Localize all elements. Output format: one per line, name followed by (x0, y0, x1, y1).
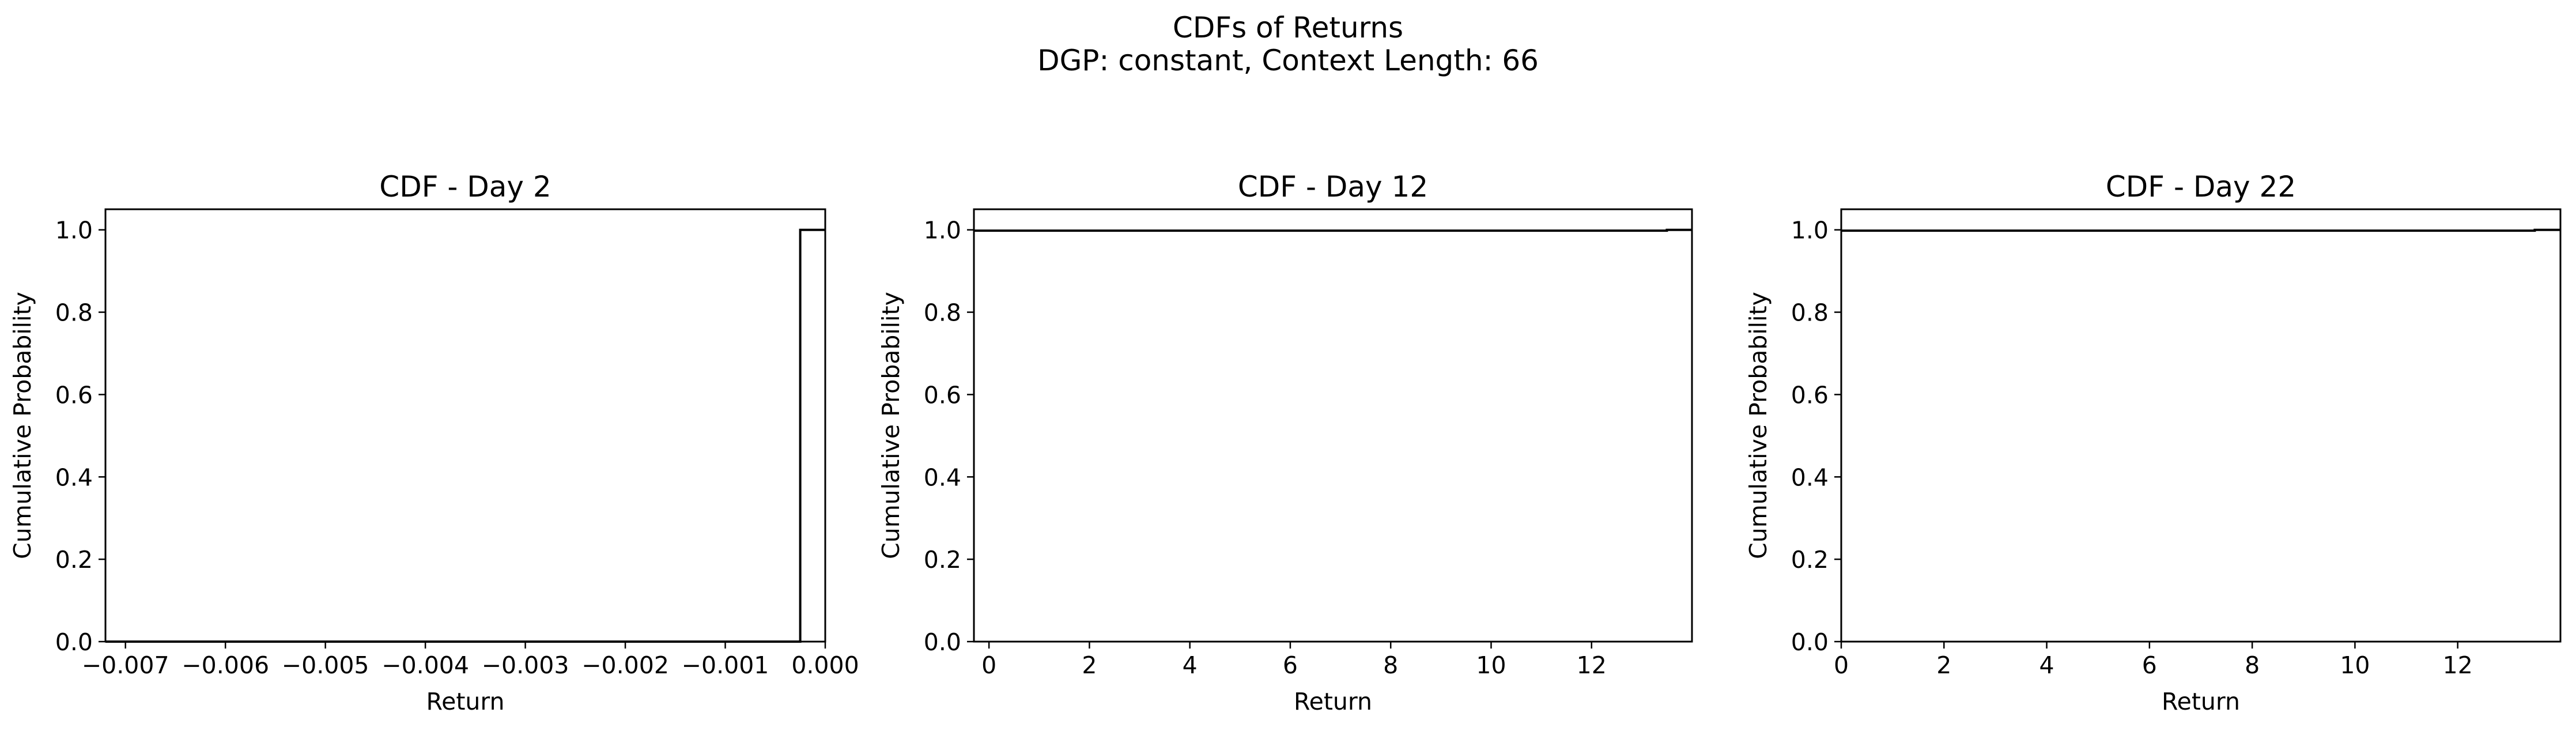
x-tick-label: −0.005 (282, 651, 369, 679)
x-tick-label: 0 (981, 651, 996, 679)
y-tick-label: 1.0 (1791, 217, 1829, 244)
subplot-title: CDF - Day 2 (379, 170, 551, 203)
x-tick-label: 0 (1834, 651, 1849, 679)
x-tick-label: 8 (1383, 651, 1398, 679)
y-tick-label: 0.8 (55, 299, 93, 327)
x-tick-label: 4 (2039, 651, 2054, 679)
axes-frame (973, 208, 1693, 643)
subplot-2: CDF - Day 12 0 2 4 6 8 10 12 0.0 0.2 0.4 0.6 0.8 1.0 R… (877, 170, 1693, 715)
y-tick-label: 0.8 (924, 299, 961, 327)
x-axis-label: Return (2162, 688, 2240, 715)
x-tick-label: −0.001 (682, 651, 769, 679)
y-tick-label: 0.0 (55, 628, 93, 656)
subplot-title: CDF - Day 22 (2106, 170, 2296, 203)
x-tick-label: −0.003 (482, 651, 569, 679)
x-tick-label: 10 (1476, 651, 1506, 679)
cdf-line (1841, 228, 2560, 232)
y-tick-label: 0.4 (1791, 463, 1829, 491)
y-tick-label: 0.2 (55, 546, 93, 574)
subplot-title: CDF - Day 12 (1238, 170, 1428, 203)
y-tick-label: 1.0 (55, 217, 93, 244)
subplot-3: CDF - Day 22 0 2 4 6 8 10 12 0.0 0.2 0.4 0.6 0.8 1.0 R… (1744, 170, 2562, 715)
y-tick-label: 0.2 (1791, 546, 1829, 574)
figure-title: CDFs of Returns (1173, 11, 1403, 44)
y-tick-label: 0.8 (1791, 299, 1829, 327)
x-tick-label: −0.002 (581, 651, 669, 679)
x-tick-label: 10 (2340, 651, 2370, 679)
subplots: CDF - Day 2 −0.007 −0.006 −0.005 −0.004 −0.00… (9, 170, 2562, 715)
axes-frame (104, 208, 826, 643)
y-tick-label: 0.2 (924, 546, 961, 574)
cdf-line (974, 228, 1692, 232)
y-tick-label: 0.6 (55, 381, 93, 409)
axes-frame (1840, 208, 2562, 643)
x-tick-label: 12 (1577, 651, 1607, 679)
x-tick-label: 6 (1283, 651, 1298, 679)
x-tick-label: 4 (1183, 651, 1198, 679)
subplot-1: CDF - Day 2 −0.007 −0.006 −0.005 −0.004 −0.00… (9, 170, 859, 715)
y-axis-label: Cumulative Probability (9, 292, 36, 559)
y-tick-label: 1.0 (924, 217, 961, 244)
x-tick-label: −0.006 (182, 651, 269, 679)
y-axis-label: Cumulative Probability (877, 292, 905, 559)
x-tick-label: 2 (1936, 651, 1951, 679)
y-tick-label: 0.0 (1791, 628, 1829, 656)
y-tick-label: 0.4 (924, 463, 961, 491)
x-axis-label: Return (1294, 688, 1372, 715)
y-axis-label: Cumulative Probability (1744, 292, 1772, 559)
x-tick-label: 8 (2245, 651, 2260, 679)
x-tick-label: 6 (2142, 651, 2157, 679)
y-tick-label: 0.0 (924, 628, 961, 656)
x-tick-label: 12 (2443, 651, 2473, 679)
figure-subtitle: DGP: constant, Context Length: 66 (1037, 44, 1539, 77)
y-tick-label: 0.4 (55, 463, 93, 491)
y-tick-label: 0.6 (1791, 381, 1829, 409)
x-tick-label: −0.004 (382, 651, 469, 679)
x-tick-label: 0.000 (791, 651, 859, 679)
x-axis-label: Return (426, 688, 504, 715)
x-tick-label: −0.007 (82, 651, 169, 679)
y-tick-label: 0.6 (924, 381, 961, 409)
x-tick-label: 2 (1082, 651, 1097, 679)
